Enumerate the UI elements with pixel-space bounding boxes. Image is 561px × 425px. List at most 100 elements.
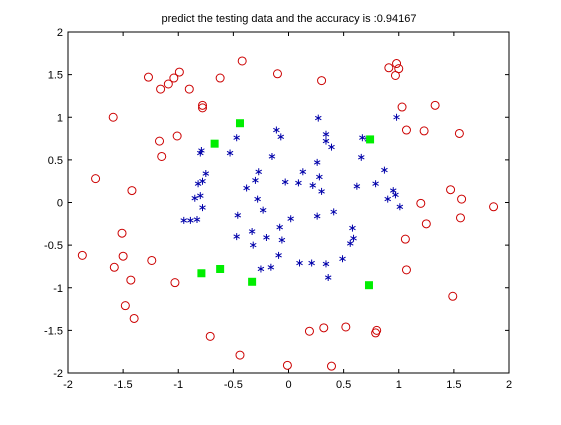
asterisk-point xyxy=(267,263,275,271)
asterisk-point xyxy=(248,227,256,235)
circle-point xyxy=(401,265,411,275)
circle-point xyxy=(143,72,153,82)
asterisk-point xyxy=(252,176,259,184)
circle-point xyxy=(457,194,467,204)
circle-point xyxy=(421,219,431,229)
asterisk-point xyxy=(187,216,194,224)
asterisk-point xyxy=(234,211,242,219)
asterisk-point xyxy=(257,265,265,273)
circle-point xyxy=(120,301,130,311)
x-tick-label: 1 xyxy=(396,379,402,391)
circle-point xyxy=(156,84,166,94)
asterisk-point xyxy=(330,208,337,216)
y-tick-label: -2 xyxy=(53,368,63,380)
asterisk-point xyxy=(299,168,307,176)
y-tick-label: -0.5 xyxy=(44,240,63,252)
asterisk-point xyxy=(353,182,361,190)
series-2 xyxy=(197,119,375,290)
asterisk-point xyxy=(349,224,356,232)
asterisk-point xyxy=(233,134,240,142)
y-tick-label: 0 xyxy=(57,198,63,210)
asterisk-point xyxy=(198,146,205,154)
asterisk-point xyxy=(268,152,276,160)
circle-point xyxy=(91,174,101,184)
circle-point xyxy=(184,84,194,94)
asterisk-point xyxy=(313,158,321,166)
asterisk-point xyxy=(396,203,404,211)
circle-point xyxy=(455,213,465,223)
highlight-point xyxy=(248,277,257,286)
asterisk-point xyxy=(313,212,321,220)
asterisk-point xyxy=(249,241,257,249)
circle-point xyxy=(117,228,127,238)
circle-point xyxy=(237,56,247,66)
circle-point xyxy=(448,291,458,301)
circle-point xyxy=(126,275,136,285)
highlight-point xyxy=(210,139,219,148)
asterisk-point xyxy=(392,191,399,199)
highlight-point xyxy=(216,264,225,273)
asterisk-point xyxy=(233,233,240,241)
circle-point xyxy=(392,59,402,69)
asterisk-point xyxy=(275,251,282,259)
asterisk-point xyxy=(381,166,388,174)
circle-point xyxy=(416,198,426,208)
asterisk-point xyxy=(191,194,199,202)
circle-point xyxy=(397,102,407,112)
x-tick-label: -0.5 xyxy=(224,379,243,391)
asterisk-point xyxy=(308,259,315,267)
asterisk-point xyxy=(309,181,317,189)
x-tick-label: -2 xyxy=(63,379,73,391)
data-points xyxy=(77,56,499,371)
axis-ticks: -2 -1.5 -1 -0.5 0 0.5 1 1.5 2 -2 -1.5 -1 -0.5 0 0.5 1 1.… xyxy=(44,27,512,391)
x-tick-label: 2 xyxy=(506,379,512,391)
asterisk-point xyxy=(322,260,330,268)
asterisk-point xyxy=(346,239,354,247)
circle-point xyxy=(170,278,180,288)
circle-point xyxy=(198,100,208,110)
circle-point xyxy=(109,262,119,272)
circle-point xyxy=(372,325,382,335)
circle-point xyxy=(129,313,139,323)
circle-point xyxy=(169,73,179,83)
asterisk-point xyxy=(316,173,323,181)
circle-point xyxy=(326,361,336,371)
asterisk-point xyxy=(193,216,201,224)
y-tick-label: -1 xyxy=(53,283,63,295)
asterisk-point xyxy=(393,113,400,121)
circle-point xyxy=(172,131,182,141)
circle-point xyxy=(155,136,165,146)
series-1 xyxy=(180,113,404,282)
asterisk-point xyxy=(273,126,280,134)
asterisk-point xyxy=(296,259,303,267)
x-tick-label: 0 xyxy=(285,379,291,391)
circle-point xyxy=(489,202,499,212)
circle-point xyxy=(272,69,282,79)
asterisk-point xyxy=(324,274,332,282)
highlight-point xyxy=(235,119,244,128)
asterisk-point xyxy=(199,204,206,212)
asterisk-point xyxy=(287,215,294,223)
asterisk-point xyxy=(322,137,330,145)
asterisk-point xyxy=(384,195,392,203)
asterisk-point xyxy=(263,233,270,241)
asterisk-point xyxy=(243,184,250,192)
asterisk-point xyxy=(254,195,261,203)
asterisk-point xyxy=(197,192,204,200)
series-0 xyxy=(77,56,499,371)
circle-point xyxy=(317,76,327,86)
circle-point xyxy=(454,128,464,138)
x-tick-label: -1.5 xyxy=(114,379,133,391)
circle-point xyxy=(446,185,456,195)
circle-point xyxy=(282,360,292,370)
y-tick-label: 1.5 xyxy=(48,70,63,82)
asterisk-point xyxy=(359,134,366,142)
highlight-point xyxy=(364,281,373,290)
circle-point xyxy=(108,112,118,122)
circle-point xyxy=(419,126,429,136)
y-tick-label: 2 xyxy=(57,27,63,39)
circle-point xyxy=(205,331,215,341)
circle-point xyxy=(319,323,329,333)
asterisk-point xyxy=(277,133,285,141)
circle-point xyxy=(384,63,394,73)
